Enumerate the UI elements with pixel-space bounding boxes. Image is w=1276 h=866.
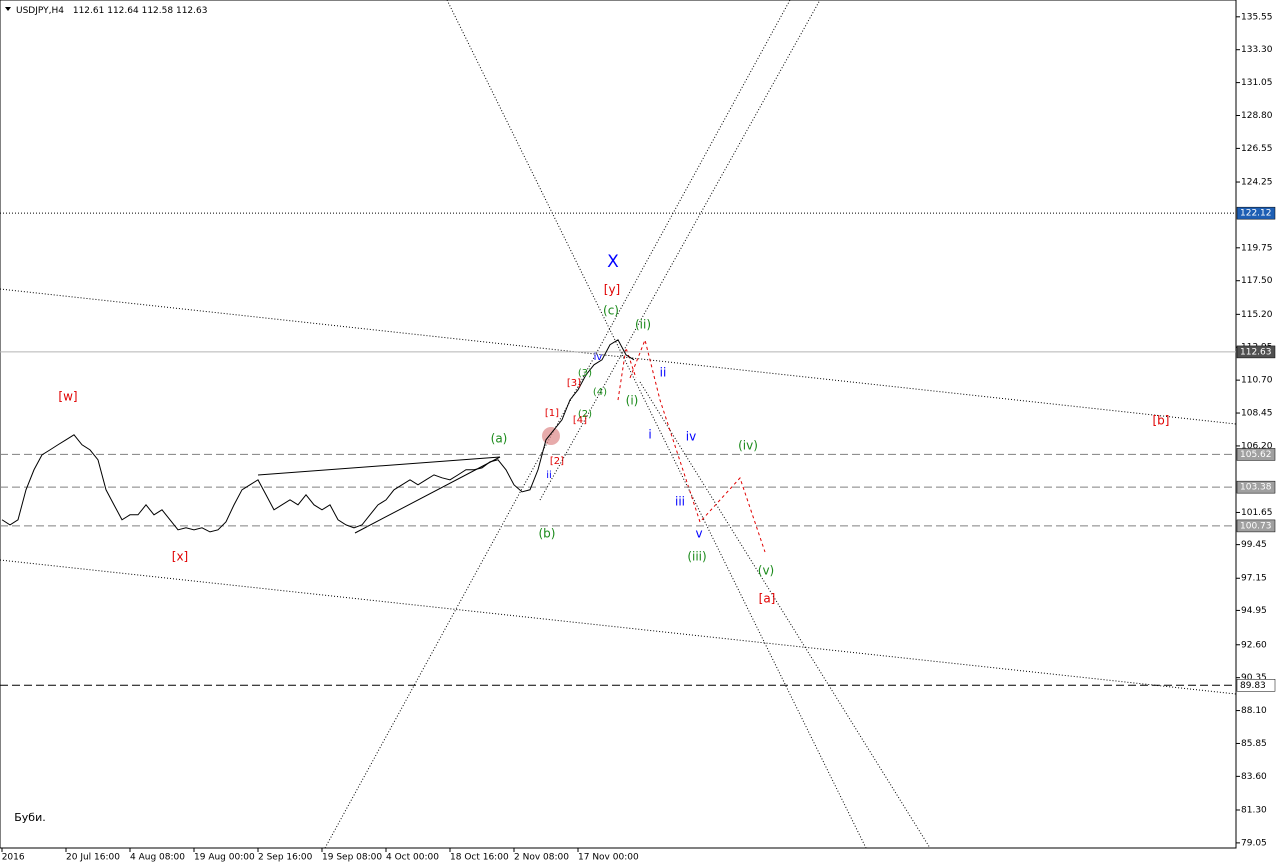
y-tick-label: 97.15 [1241, 574, 1267, 584]
price-level-label: 122.12 [1240, 209, 1272, 219]
y-tick-label: 90.35 [1241, 673, 1267, 683]
x-tick-label: 17 Nov 00:00 [578, 853, 639, 863]
wave-label: iv [594, 352, 603, 363]
triangle-line [257, 456, 501, 476]
wave-label: [2] [550, 456, 564, 467]
y-tick-label: 119.75 [1241, 243, 1273, 253]
wave-label: ii [660, 366, 667, 380]
wave-label: (iv) [738, 439, 758, 453]
ohlc: 112.63 [176, 6, 208, 16]
y-tick-label: 83.60 [1241, 772, 1267, 782]
wave-label: (3) [578, 368, 592, 379]
x-tick-label: 19 Aug 00:00 [194, 853, 255, 863]
price-level-label: 112.63 [1240, 347, 1272, 357]
x-tick-label: 4 Aug 08:00 [130, 853, 185, 863]
price-level-label: 105.62 [1240, 450, 1272, 460]
wave-label: [y] [604, 283, 620, 297]
y-tick-label: 115.20 [1241, 310, 1273, 320]
drawings [0, 0, 1237, 849]
wave-label: X [607, 252, 619, 272]
y-tick-label: 79.05 [1241, 838, 1267, 848]
trend-line [324, 0, 791, 849]
x-tick-label: 2 Sep 16:00 [258, 853, 313, 863]
projection-path [617, 347, 637, 401]
header: USDJPY,H4 112.61 112.64 112.58 112.63 [16, 6, 207, 16]
ohlc: 112.61 [73, 6, 105, 16]
wave-label: (ii) [635, 318, 651, 332]
y-tick-label: 81.30 [1241, 805, 1267, 815]
wave-label: [w] [58, 390, 77, 404]
x-tick-label: 18 Oct 16:00 [450, 853, 509, 863]
ohlc: 112.58 [142, 6, 174, 16]
price-level-box [1236, 206, 1276, 220]
wave-label: (i) [626, 394, 639, 408]
price-level-box [1236, 519, 1276, 533]
wave-label: (2) [578, 409, 592, 420]
trend-line [0, 559, 1237, 695]
y-tick-label: 124.25 [1241, 178, 1273, 188]
wave-label: (c) [603, 304, 619, 318]
y-tick-label: 126.55 [1241, 144, 1273, 154]
price-level-box [1236, 679, 1276, 692]
marker-circle [542, 427, 560, 445]
price-level-label: 100.73 [1240, 521, 1272, 531]
y-tick-label: 85.85 [1241, 739, 1267, 749]
y-tick-label: 108.45 [1241, 409, 1273, 419]
x-tick-label: 4 Oct 00:00 [386, 853, 439, 863]
y-tick-label: 110.70 [1241, 376, 1273, 386]
y-tick-label: 94.95 [1241, 606, 1267, 616]
wave-label: Буби. [14, 811, 46, 824]
y-tick-label: 131.05 [1241, 78, 1273, 88]
y-tick-label: 92.60 [1241, 640, 1267, 650]
x-tick-label: 20 Jul 16:00 [66, 853, 120, 863]
x-tick-label: 19 Sep 08:00 [322, 853, 382, 863]
y-tick-label: 128.80 [1241, 111, 1273, 121]
y-tick-label: 133.30 [1241, 45, 1273, 55]
wave-label: (a) [491, 432, 508, 446]
trend-line [539, 0, 821, 501]
price-level-label: 103.38 [1240, 483, 1272, 493]
header-arrow [5, 7, 11, 11]
ohlc: 112.64 [107, 6, 139, 16]
y-tick-label: 88.10 [1241, 706, 1267, 716]
y-tick-label: 106.20 [1241, 441, 1273, 451]
wave-label: v [695, 527, 702, 541]
y-tick-label: 101.65 [1241, 508, 1273, 518]
wave-label: [b] [1153, 414, 1170, 428]
wave-label: (iii) [687, 550, 706, 564]
plot-frame [0, 0, 1237, 849]
y-tick-label: 99.45 [1241, 540, 1267, 550]
wave-label: i [648, 428, 651, 442]
wave-label: iv [686, 430, 696, 444]
wave-label: [a] [759, 592, 776, 606]
wave-label: [4] [573, 415, 587, 426]
wave-label: (4) [593, 387, 607, 398]
price-level-box [1236, 448, 1276, 461]
price-line [1, 339, 635, 533]
wave-label: [x] [172, 550, 188, 564]
price-level-box [1236, 345, 1276, 359]
x-tick-label: 2 Nov 08:00 [514, 853, 569, 863]
trend-line [0, 288, 1237, 425]
wave-label: (v) [758, 564, 774, 578]
wave-label: [3] [567, 378, 581, 389]
wave-label: iii [675, 495, 685, 509]
wave-label: ii [546, 470, 552, 481]
wave-label: [1] [545, 408, 559, 419]
price-level-box [1236, 480, 1276, 494]
symbol: USDJPY,H4 [16, 6, 64, 16]
price-level-label: 89.83 [1240, 681, 1266, 691]
y-tick-label: 135.55 [1241, 12, 1273, 22]
y-tick-label: 117.50 [1241, 276, 1273, 286]
wave-label: (b) [539, 527, 556, 541]
x-tick-label: 6 Jul 2016 [0, 853, 25, 863]
